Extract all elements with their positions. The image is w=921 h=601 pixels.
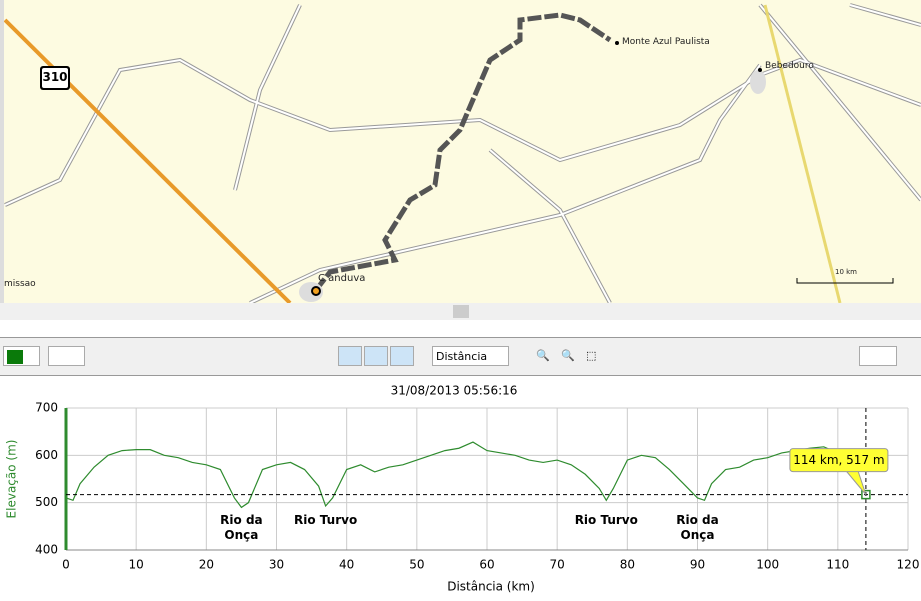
zoom-fit[interactable]: ⬚ bbox=[586, 349, 597, 362]
x-tick-label: 0 bbox=[62, 558, 70, 572]
annotation: Rio da Onça bbox=[676, 512, 719, 542]
place-label: Bebedouro bbox=[765, 61, 814, 71]
x-tick-label: 80 bbox=[620, 558, 635, 572]
color-select[interactable] bbox=[3, 346, 40, 366]
y-axis-title: Elevação (m) bbox=[5, 440, 19, 519]
width-select[interactable] bbox=[48, 346, 85, 366]
x-tick-label: 60 bbox=[479, 558, 494, 572]
x-axis-title: Distância (km) bbox=[447, 580, 535, 594]
select[interactable] bbox=[859, 346, 897, 366]
x-tick-label: 10 bbox=[129, 558, 144, 572]
x-tick-label: 70 bbox=[550, 558, 565, 572]
elevation-chart: 31/08/2013 05:56:16 Distância (km) Eleva… bbox=[5, 384, 920, 594]
y-tick-label: 600 bbox=[35, 448, 58, 462]
toolbar: Distância 🔍 🔍 ⬚ bbox=[0, 337, 921, 376]
x-tick-label: 50 bbox=[409, 558, 424, 572]
marker-point bbox=[861, 489, 871, 500]
road-shield: 310 bbox=[42, 70, 68, 84]
callout-label: 114 km, 517 m bbox=[793, 453, 884, 467]
callout-pointer bbox=[844, 470, 867, 495]
annotation: Rio da Onça bbox=[220, 512, 263, 542]
zoom-in[interactable]: 🔍 bbox=[536, 349, 550, 362]
x-tick-label: 110 bbox=[826, 558, 849, 572]
map[interactable]: 310 Monte Azul Paulista Bebedouro C andu… bbox=[0, 0, 921, 320]
y-tick-label: 500 bbox=[35, 495, 58, 509]
callout-box bbox=[789, 448, 889, 473]
x-tick-label: 100 bbox=[756, 558, 779, 572]
place-label: missao bbox=[4, 279, 36, 289]
place-label: Monte Azul Paulista bbox=[622, 37, 710, 47]
annotation: Rio Turvo bbox=[294, 512, 358, 527]
x-tick-label: 90 bbox=[690, 558, 705, 572]
x-tick-label: 30 bbox=[269, 558, 284, 572]
place-label: C anduva bbox=[318, 273, 366, 284]
axis-select[interactable]: Distância bbox=[432, 346, 509, 366]
mode-button[interactable] bbox=[390, 346, 414, 366]
x-tick-label: 40 bbox=[339, 558, 354, 572]
y-tick-label: 700 bbox=[35, 401, 58, 415]
mode-button[interactable] bbox=[338, 346, 362, 366]
zoom-out[interactable]: 🔍 bbox=[561, 349, 575, 362]
x-tick-label: 120 bbox=[897, 558, 920, 572]
elevation-line bbox=[65, 441, 867, 509]
chart-title: 31/08/2013 05:56:16 bbox=[391, 384, 518, 398]
scale-label: 10 km bbox=[835, 268, 858, 276]
map-roads bbox=[0, 0, 921, 320]
annotation: Rio Turvo bbox=[574, 512, 638, 527]
y-tick-label: 400 bbox=[35, 543, 58, 557]
mode-button[interactable] bbox=[364, 346, 388, 366]
x-tick-label: 20 bbox=[199, 558, 214, 572]
